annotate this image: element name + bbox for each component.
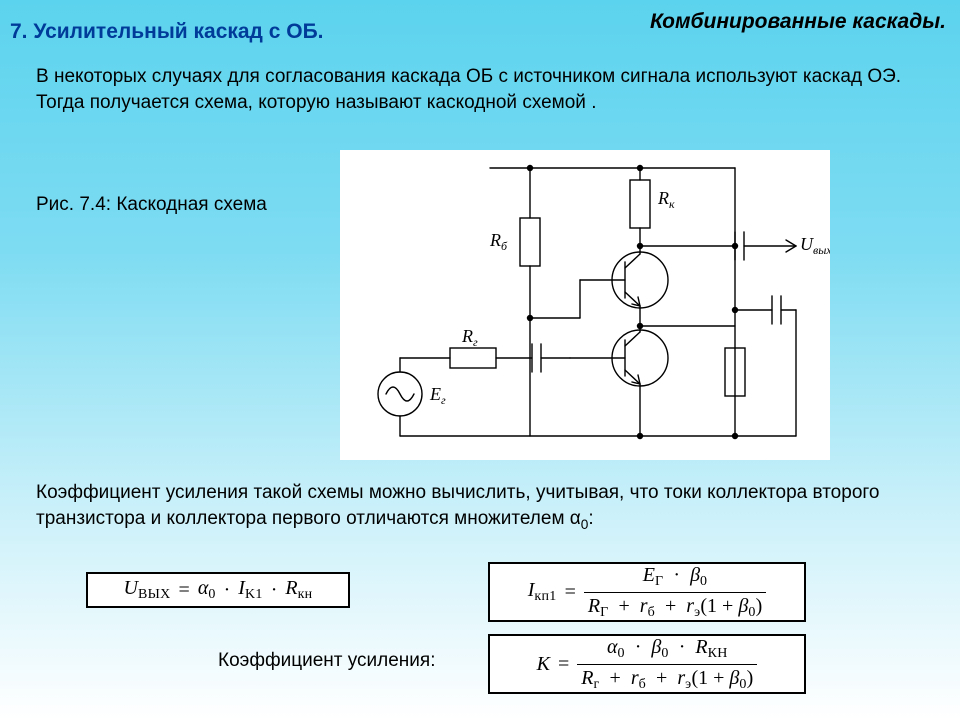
eq1-a-sub: 0 (208, 587, 215, 602)
eq1-lhs: U (124, 577, 138, 599)
circuit-diagram: Rк Rб Rг Eг Uвых (340, 150, 830, 460)
eq3-den-d-sub: 0 (739, 676, 746, 691)
eq3-num-c-sub: КН (708, 646, 728, 661)
eq3-num-a: α (607, 636, 618, 658)
eq2-den-d: β (738, 595, 748, 617)
eq2-den-b-sub: б (648, 604, 655, 619)
eq3-num-b-sub: 0 (661, 646, 668, 661)
gain-label: Коэффициент усиления: (218, 650, 435, 672)
eq3-num-a-sub: 0 (617, 646, 624, 661)
eq2-den-c: r (686, 595, 694, 617)
eq3-den-b-sub: б (639, 676, 646, 691)
label-rb: R (489, 230, 501, 250)
eq1-b-sub: K1 (245, 587, 263, 602)
eq1-lhs-sub: ВЫХ (138, 587, 171, 602)
eq1-c-sub: кн (298, 587, 313, 602)
eq2-num-a-sub: Г (655, 574, 663, 589)
eq2-den-d-sub: 0 (748, 604, 755, 619)
eq3-den-d: β (729, 667, 739, 689)
eq3-den-a-sub: г (593, 676, 599, 691)
label-rg-sub: г (473, 335, 478, 349)
svg-text:Rк: Rк (657, 188, 675, 211)
gain-paragraph-colon: : (588, 508, 593, 529)
label-uout: U (800, 234, 814, 254)
label-rk: R (657, 188, 669, 208)
eq3-den-c: r (677, 667, 685, 689)
intro-paragraph: В некоторых случаях для согласования кас… (36, 64, 916, 115)
label-rg: R (461, 326, 473, 346)
label-rk-sub: к (669, 197, 675, 211)
eq2-lhs-sub: кп1 (534, 589, 556, 604)
eq2-num-b: β (690, 564, 700, 586)
svg-text:Uвых: Uвых (800, 234, 830, 257)
eq3-num-c: R (695, 636, 707, 658)
eq1-c: R (285, 577, 297, 599)
eq1-mul1: · (224, 579, 231, 602)
svg-text:Eг: Eг (429, 384, 446, 407)
eq1-b: I (238, 577, 245, 599)
eq2-den-a-sub: Г (600, 604, 608, 619)
svg-text:Rб: Rб (489, 230, 508, 253)
eq2-den-a: R (588, 595, 600, 617)
eq3-num-b: β (651, 636, 661, 658)
equation-k: K = α0 · β0 · RКН Rг + rб + rэ(1 + β0) (488, 634, 806, 694)
section-title: 7. Усилительный каскад с ОБ. (10, 20, 324, 44)
label-eg: E (429, 384, 441, 404)
svg-text:Rг: Rг (461, 326, 478, 349)
label-uout-sub: вых (813, 243, 830, 257)
label-rb-sub: б (501, 239, 508, 253)
label-eg-sub: г (441, 393, 446, 407)
gain-paragraph-text: Коэффициент усиления такой схемы можно в… (36, 482, 879, 529)
equation-ikp: Iкп1 = EГ · β0 RГ + rб + rэ(1 + β0) (488, 562, 806, 622)
eq3-den-a: R (581, 667, 593, 689)
gain-paragraph: Коэффициент усиления такой схемы можно в… (36, 480, 926, 534)
eq2-num-a: E (643, 564, 655, 586)
eq1-a: α (198, 577, 209, 599)
slide-topic: Комбинированные каскады. (650, 10, 946, 34)
eq2-num-b-sub: 0 (700, 574, 707, 589)
eq1-mul2: · (271, 579, 278, 602)
equation-uout: UВЫХ = α0 · IK1 · Rкн (86, 572, 350, 608)
eq2-den-c-sub: э (694, 604, 700, 619)
eq2-den-b: r (640, 595, 648, 617)
eq3-lhs: K (537, 653, 550, 676)
eq3-den-b: r (631, 667, 639, 689)
figure-caption: Рис. 7.4: Каскодная схема (36, 194, 267, 216)
eq3-den-c-sub: э (685, 676, 691, 691)
